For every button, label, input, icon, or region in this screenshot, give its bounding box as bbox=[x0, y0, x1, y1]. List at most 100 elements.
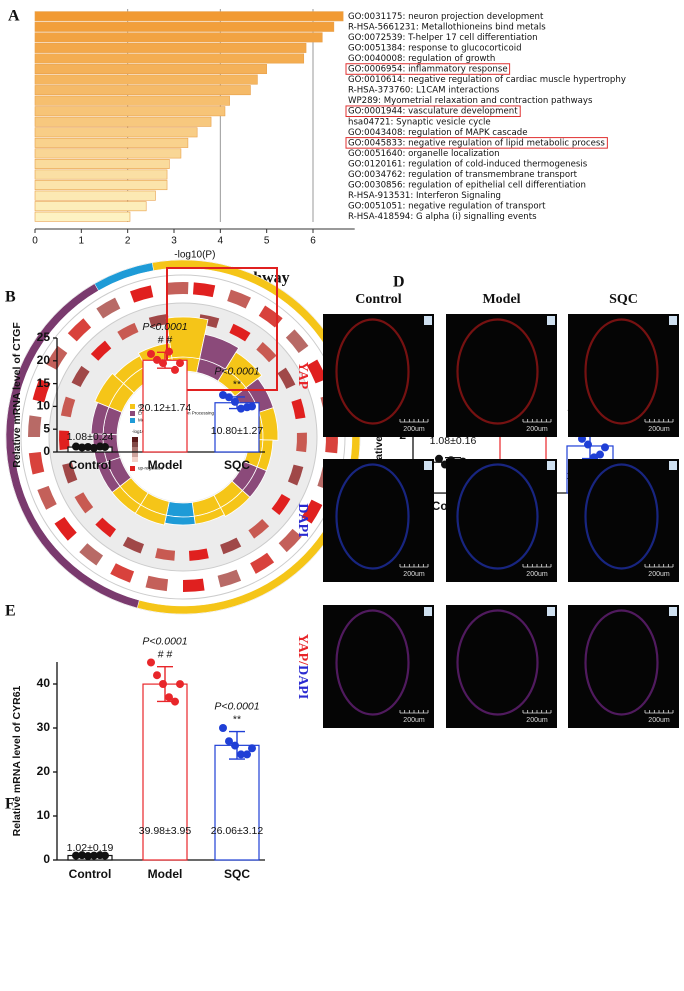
bar bbox=[35, 191, 155, 200]
y-tick-label: 5 bbox=[43, 421, 50, 435]
legend-swatch bbox=[130, 404, 135, 409]
x-axis-label: -log10(P) bbox=[174, 250, 215, 261]
data-point bbox=[171, 698, 179, 706]
category-label: Model bbox=[148, 458, 183, 472]
x-tick-label: 3 bbox=[171, 236, 177, 247]
scale-bar-label: 200um bbox=[648, 426, 670, 433]
y-tick-label: 30 bbox=[37, 720, 51, 734]
data-point bbox=[219, 724, 227, 732]
y-tick-label: 20 bbox=[37, 764, 51, 778]
category-label: GO:0051051: negative regulation of trans… bbox=[348, 202, 546, 212]
corner-icon bbox=[669, 607, 677, 616]
bar bbox=[35, 180, 167, 189]
data-point bbox=[159, 680, 167, 688]
data-point bbox=[101, 443, 109, 451]
value-label: 1.02±0.19 bbox=[67, 842, 114, 854]
category-label: GO:0051384: response to glucocorticoid bbox=[348, 43, 522, 53]
y-tick-label: 10 bbox=[37, 808, 51, 822]
micrograph bbox=[323, 605, 434, 728]
gene-box bbox=[183, 579, 205, 592]
bar bbox=[35, 33, 322, 42]
radial-bar bbox=[165, 515, 196, 525]
corner-icon bbox=[424, 607, 432, 616]
significance: # # bbox=[158, 648, 173, 660]
category-label: SQC bbox=[224, 867, 250, 881]
scale-bar-label: 200um bbox=[403, 571, 425, 578]
p-value: P<0.0001 bbox=[214, 700, 259, 712]
scale-swatch bbox=[132, 452, 138, 457]
legend-swatch bbox=[130, 466, 135, 471]
column-header: Model bbox=[482, 292, 520, 307]
x-tick-label: 0 bbox=[32, 236, 38, 247]
category-label: GO:0031175: neuron projection developmen… bbox=[348, 12, 544, 22]
micrograph bbox=[446, 605, 557, 728]
category-label: Control bbox=[69, 867, 112, 881]
panel-label: A bbox=[8, 8, 20, 25]
row-label-part: YAP/ bbox=[295, 634, 310, 666]
bar bbox=[35, 64, 267, 73]
sector-ring bbox=[166, 502, 194, 517]
scale-swatch bbox=[132, 437, 138, 442]
row-label-part: YAP bbox=[295, 362, 310, 390]
bar bbox=[215, 745, 259, 860]
value-label: 20.12±1.74 bbox=[139, 402, 192, 414]
y-tick-label: 40 bbox=[37, 676, 51, 690]
scale-bar-label: 200um bbox=[648, 717, 670, 724]
data-point bbox=[176, 359, 184, 367]
column-header: SQC bbox=[609, 292, 638, 307]
micrograph bbox=[446, 314, 557, 437]
scale-bar-label: 200um bbox=[403, 717, 425, 724]
bar bbox=[35, 149, 181, 158]
category-label: GO:0010614: negative regulation of cardi… bbox=[348, 75, 626, 85]
bar bbox=[35, 43, 306, 52]
category-label: GO:0045833: negative regulation of lipid… bbox=[348, 138, 605, 148]
data-point bbox=[159, 359, 167, 367]
category-label: Model bbox=[148, 867, 183, 881]
data-point bbox=[601, 443, 609, 451]
p-value: P<0.0001 bbox=[142, 635, 187, 647]
scale-bar-label: 200um bbox=[526, 426, 548, 433]
corner-icon bbox=[547, 461, 555, 470]
data-point bbox=[596, 451, 604, 459]
category-label: GO:0072539: T-helper 17 cell differentia… bbox=[348, 33, 538, 43]
category-label: SQC bbox=[224, 458, 250, 472]
legend-swatch bbox=[130, 411, 135, 416]
data-point bbox=[147, 658, 155, 666]
gene-box bbox=[28, 415, 41, 437]
corner-icon bbox=[669, 461, 677, 470]
bar bbox=[35, 96, 230, 105]
y-tick-label: 20 bbox=[37, 353, 51, 367]
category-label: GO:0120161: regulation of cold-induced t… bbox=[348, 159, 588, 169]
significance: ** bbox=[233, 379, 241, 391]
value-label: 39.98±3.95 bbox=[139, 825, 192, 837]
row-label: YAP bbox=[295, 362, 310, 390]
category-label: GO:0043408: regulation of MAPK cascade bbox=[348, 128, 528, 138]
bar bbox=[35, 85, 250, 94]
scale-swatch bbox=[132, 457, 138, 462]
category-label: R-HSA-5661231: Metallothioneins bind met… bbox=[348, 22, 546, 32]
data-point bbox=[165, 348, 173, 356]
corner-icon bbox=[547, 607, 555, 616]
data-point bbox=[243, 750, 251, 758]
x-tick-label: 4 bbox=[218, 236, 224, 247]
corner-icon bbox=[669, 316, 677, 325]
scale-bar-label: 200um bbox=[648, 571, 670, 578]
scale-swatch bbox=[132, 447, 138, 452]
y-axis-label: Relative mRNA level of CTGF bbox=[11, 322, 23, 468]
gene-box bbox=[296, 433, 307, 452]
category-label: GO:0001944: vasculature development bbox=[348, 107, 518, 117]
bar bbox=[35, 159, 169, 168]
value-label: 26.06±3.12 bbox=[211, 825, 264, 837]
category-label: hsa04721: Synaptic vesicle cycle bbox=[348, 117, 491, 127]
category-label: R-HSA-913531: Interferon Signaling bbox=[348, 191, 501, 201]
category-label: GO:0040008: regulation of growth bbox=[348, 54, 495, 64]
bar bbox=[35, 107, 225, 116]
row-label-part: DAPI bbox=[295, 665, 310, 699]
category-label: Control bbox=[69, 458, 112, 472]
data-point bbox=[147, 350, 155, 358]
y-tick-label: 25 bbox=[37, 330, 51, 344]
micrograph bbox=[323, 459, 434, 582]
data-point bbox=[153, 671, 161, 679]
data-point bbox=[231, 742, 239, 750]
